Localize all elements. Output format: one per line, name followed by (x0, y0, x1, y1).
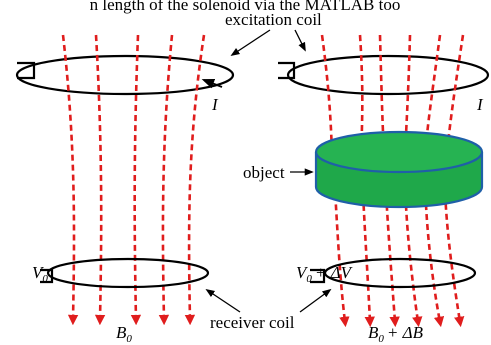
receiver-pointer-left (205, 288, 241, 313)
right-excitation-coil (278, 54, 490, 96)
excitation-pointer-left (230, 29, 271, 57)
object-disk (314, 130, 484, 209)
voltage-label-left: V0 (32, 263, 48, 285)
left-receiver-coil (40, 257, 210, 289)
field-label-right: B0 + ΔB (368, 323, 424, 345)
voltage-label-right: V0 + ΔV (296, 263, 354, 285)
left-excitation-coil (15, 54, 235, 96)
receiver-pointer-right (299, 288, 332, 313)
receiver-coil-label: receiver coil (210, 313, 295, 332)
top-caption-fragment: n length of the solenoid via the MATLAB … (90, 0, 401, 14)
left-setup: I V0 B0 (15, 34, 235, 345)
current-label-right: I (476, 95, 484, 114)
current-label-left: I (211, 95, 219, 114)
current-direction-arrow (201, 78, 223, 89)
field-label-left: B0 (116, 323, 132, 345)
object-label: object (243, 163, 285, 182)
right-receiver-coil (310, 257, 477, 289)
right-setup: I V0 + ΔV B0 + ΔB (278, 34, 490, 345)
excitation-coil-label: excitation coil (225, 10, 322, 29)
left-field-lines (61, 34, 206, 326)
excitation-pointer-right (294, 29, 306, 52)
